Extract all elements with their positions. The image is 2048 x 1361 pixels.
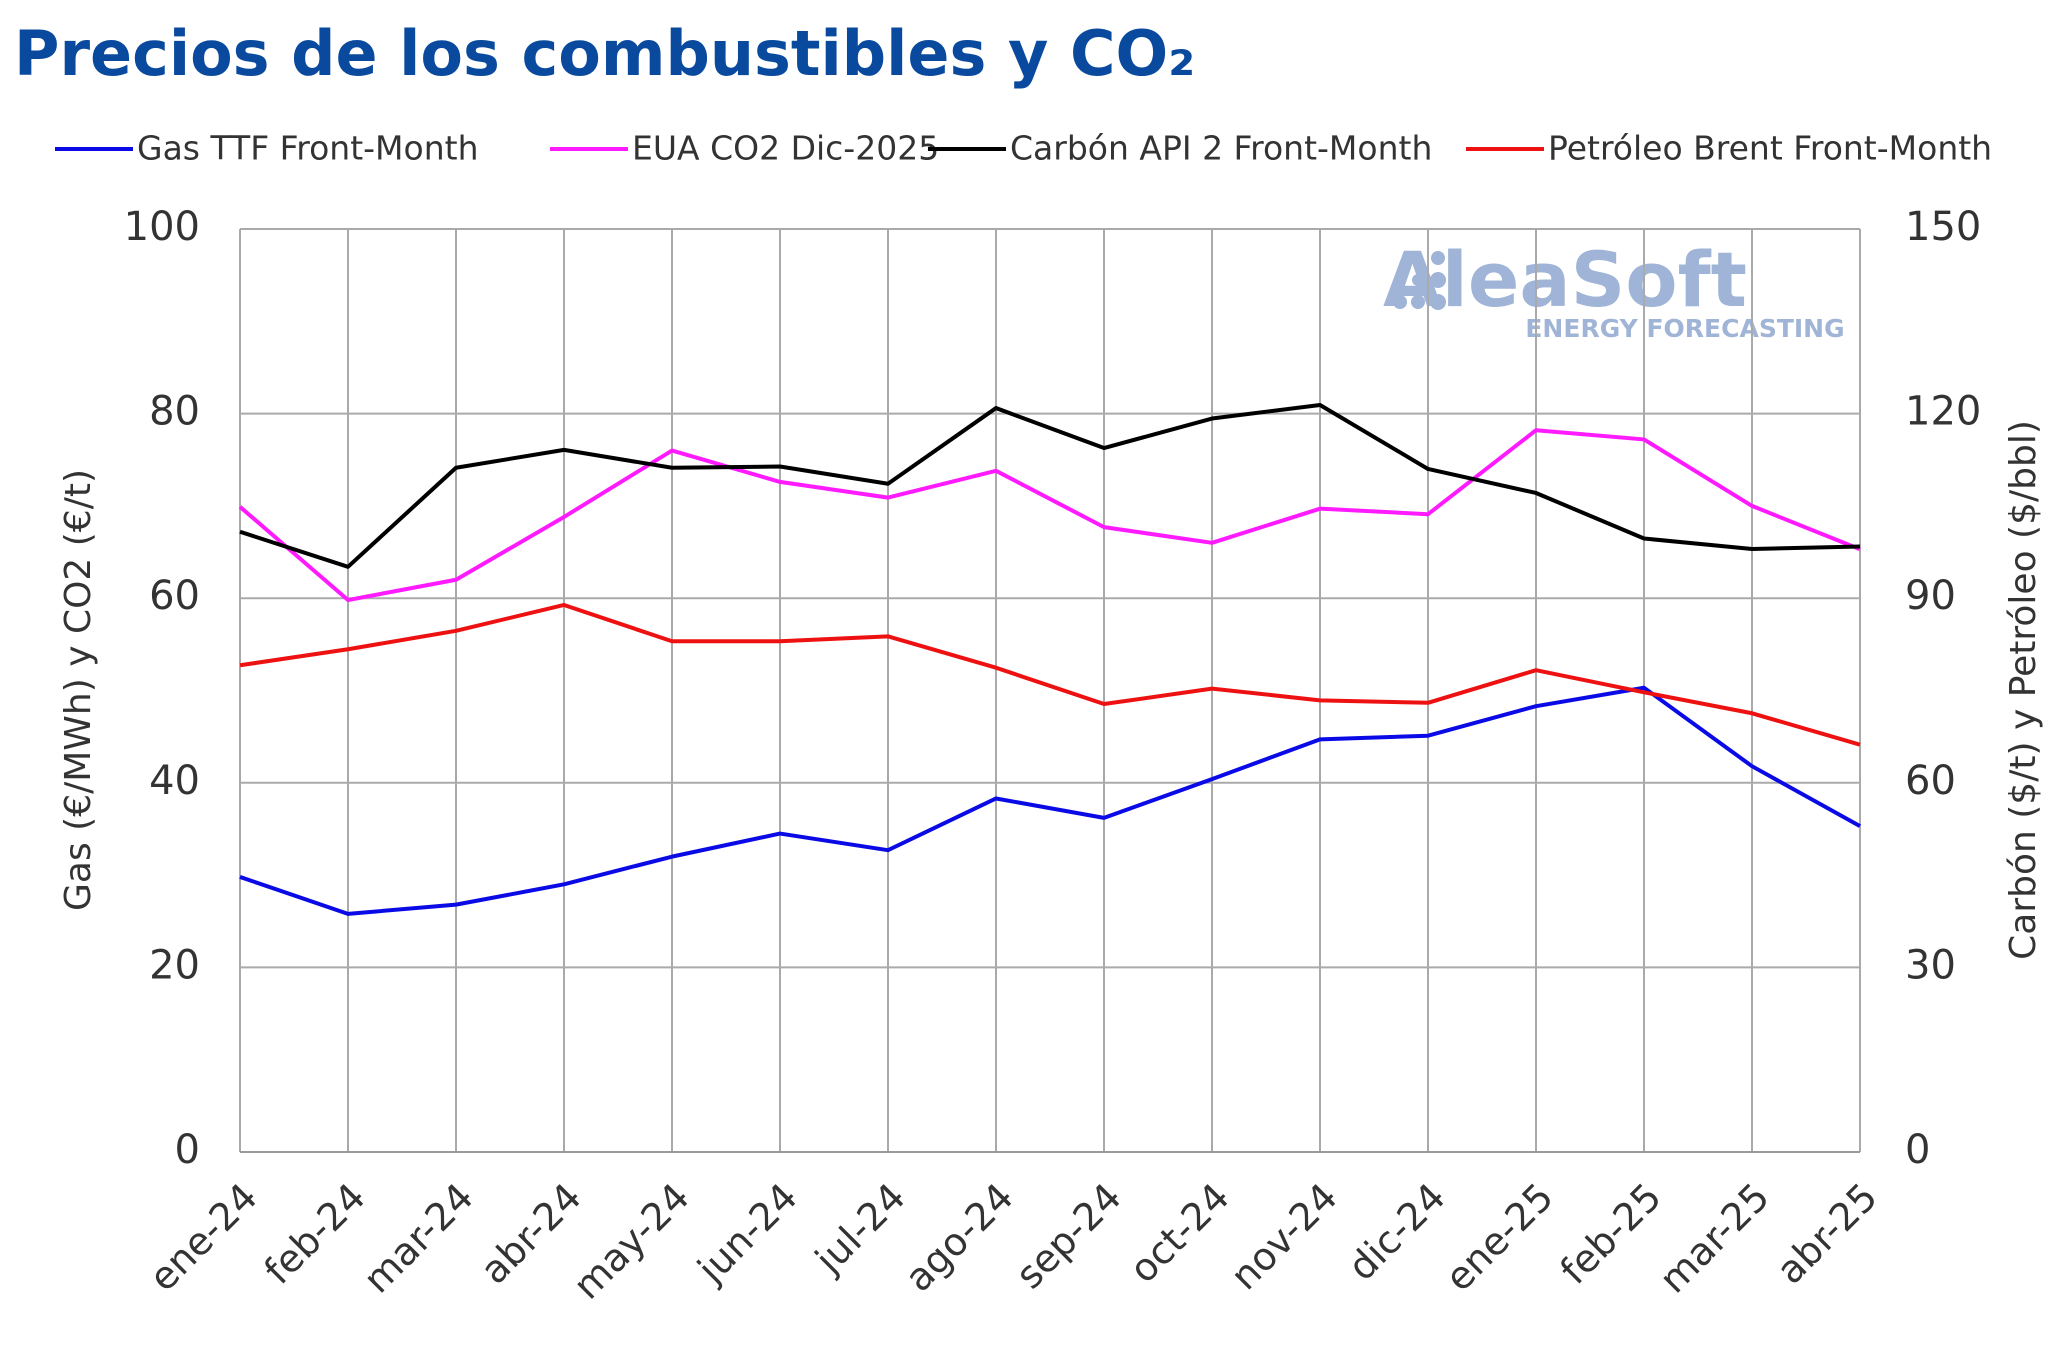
legend-label: EUA CO2 Dic-2025 [632, 129, 939, 168]
y-tick-label: 80 [149, 389, 200, 435]
legend-label: Petróleo Brent Front-Month [1548, 129, 1992, 168]
y2-tick-label: 120 [1905, 389, 1981, 435]
x-tick-label: ene-25 [1437, 1175, 1562, 1300]
watermark-tagline: ENERGY FORECASTING [1525, 314, 1844, 343]
x-tick-label: oct-24 [1121, 1175, 1238, 1292]
x-tick-label: feb-24 [256, 1175, 374, 1293]
series-line [239, 602, 1861, 747]
y2-axis-label: Carbón ($/t) y Petróleo ($/bbl) [2003, 420, 2044, 960]
x-tick-label: feb-25 [1552, 1175, 1670, 1293]
x-tick-label: mar-24 [355, 1175, 482, 1302]
y-tick-label: 0 [175, 1127, 200, 1173]
y2-tick-label: 60 [1905, 758, 1956, 804]
x-tick-label: mar-25 [1651, 1175, 1778, 1302]
series-line [239, 685, 1861, 916]
x-tick-label: sep-24 [1007, 1175, 1130, 1298]
x-tick-label: jun-24 [689, 1175, 806, 1292]
y-tick-label: 20 [149, 942, 200, 988]
x-tick-label: ago-24 [896, 1175, 1021, 1300]
y-tick-label: 60 [149, 573, 200, 619]
legend-label: Gas TTF Front-Month [137, 129, 479, 168]
y-axis-label: Gas (€/MWh) y CO2 (€/t) [58, 469, 99, 911]
x-tick-label: ene-24 [141, 1175, 266, 1300]
x-tick-label: dic-24 [1339, 1175, 1453, 1289]
x-tick-label: jul-24 [806, 1175, 914, 1283]
x-tick-label: nov-24 [1222, 1175, 1346, 1299]
x-tick-label: may-24 [565, 1175, 698, 1308]
y2-tick-label: 0 [1905, 1127, 1930, 1173]
watermark-dots [1393, 251, 1446, 310]
chart-title: Precios de los combustibles y CO₂ [14, 17, 1195, 90]
y2-tick-label: 30 [1905, 942, 1956, 988]
legend-label: Carbón API 2 Front-Month [1010, 129, 1432, 168]
x-tick-label: abr-25 [1768, 1175, 1886, 1293]
series-line [238, 428, 1861, 603]
y-tick-label: 100 [124, 204, 200, 250]
y2-tick-label: 90 [1905, 573, 1956, 619]
series-line [239, 402, 1861, 569]
y-tick-label: 40 [149, 758, 200, 804]
y2-tick-label: 150 [1905, 204, 1981, 250]
